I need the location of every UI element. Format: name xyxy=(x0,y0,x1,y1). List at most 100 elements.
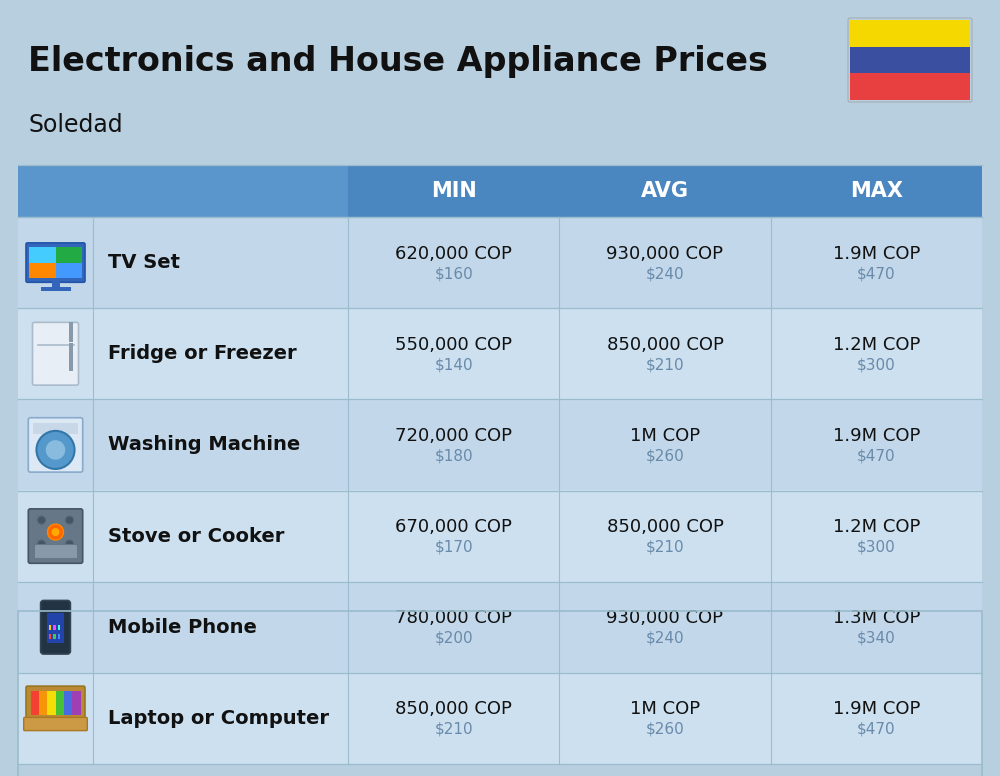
Bar xyxy=(40,287,70,291)
Bar xyxy=(58,634,60,639)
Bar xyxy=(18,490,982,582)
Text: 670,000 COP: 670,000 COP xyxy=(395,518,512,536)
Bar xyxy=(18,165,348,217)
Bar xyxy=(18,582,982,673)
Circle shape xyxy=(36,431,75,469)
Text: TV Set: TV Set xyxy=(108,253,180,272)
Circle shape xyxy=(38,516,46,524)
Text: 720,000 COP: 720,000 COP xyxy=(395,427,512,445)
Bar xyxy=(56,691,64,715)
Text: 930,000 COP: 930,000 COP xyxy=(606,244,724,262)
Text: 1.9M COP: 1.9M COP xyxy=(833,427,920,445)
Text: $140: $140 xyxy=(434,357,473,372)
Text: $300: $300 xyxy=(857,539,896,555)
Bar xyxy=(68,344,72,372)
Text: 1M COP: 1M COP xyxy=(630,427,700,445)
Text: 550,000 COP: 550,000 COP xyxy=(395,336,512,354)
Bar xyxy=(33,423,78,434)
Text: 1M COP: 1M COP xyxy=(630,701,700,719)
Text: $210: $210 xyxy=(434,722,473,737)
Text: $340: $340 xyxy=(857,631,896,646)
Text: 620,000 COP: 620,000 COP xyxy=(395,244,512,262)
Text: Fridge or Freezer: Fridge or Freezer xyxy=(108,345,297,363)
Bar xyxy=(18,217,982,308)
Bar xyxy=(348,165,559,217)
Bar xyxy=(34,544,77,558)
Circle shape xyxy=(66,540,74,548)
Text: $300: $300 xyxy=(857,357,896,372)
Text: 1.2M COP: 1.2M COP xyxy=(833,518,920,536)
Text: Washing Machine: Washing Machine xyxy=(108,435,300,455)
Text: AVG: AVG xyxy=(641,181,689,201)
Text: $210: $210 xyxy=(646,539,684,555)
Bar xyxy=(559,165,771,217)
Bar xyxy=(18,308,982,400)
Text: 850,000 COP: 850,000 COP xyxy=(395,701,512,719)
Text: 1.9M COP: 1.9M COP xyxy=(833,701,920,719)
Text: $260: $260 xyxy=(646,449,684,463)
Text: $240: $240 xyxy=(646,266,684,281)
Text: 850,000 COP: 850,000 COP xyxy=(607,336,723,354)
Bar xyxy=(850,20,970,47)
Bar xyxy=(52,281,60,289)
Text: $200: $200 xyxy=(434,631,473,646)
Text: MIN: MIN xyxy=(431,181,477,201)
Text: Soledad: Soledad xyxy=(28,113,123,137)
Text: $470: $470 xyxy=(857,722,896,737)
Text: $160: $160 xyxy=(434,266,473,281)
Bar xyxy=(49,625,51,630)
Text: MAX: MAX xyxy=(850,181,903,201)
Bar xyxy=(68,322,72,342)
Text: 1.2M COP: 1.2M COP xyxy=(833,336,920,354)
Text: $470: $470 xyxy=(857,449,896,463)
Bar xyxy=(850,47,970,74)
Bar xyxy=(850,74,970,100)
Text: $240: $240 xyxy=(646,631,684,646)
Text: $170: $170 xyxy=(434,539,473,555)
Bar xyxy=(58,625,60,630)
Circle shape xyxy=(48,524,64,540)
Bar xyxy=(18,400,982,490)
Text: $260: $260 xyxy=(646,722,684,737)
Text: $180: $180 xyxy=(434,449,473,463)
Bar xyxy=(0,0,1000,165)
Text: Electronics and House Appliance Prices: Electronics and House Appliance Prices xyxy=(28,46,768,78)
Bar xyxy=(29,262,56,278)
Bar xyxy=(53,625,56,630)
Bar xyxy=(30,691,39,715)
Text: 780,000 COP: 780,000 COP xyxy=(395,609,512,627)
FancyBboxPatch shape xyxy=(24,718,87,731)
Bar xyxy=(47,614,64,643)
FancyBboxPatch shape xyxy=(26,243,85,282)
FancyBboxPatch shape xyxy=(41,601,70,654)
Circle shape xyxy=(66,516,74,524)
Bar xyxy=(39,691,47,715)
FancyBboxPatch shape xyxy=(28,417,83,472)
FancyBboxPatch shape xyxy=(28,509,83,563)
Text: 930,000 COP: 930,000 COP xyxy=(606,609,724,627)
Bar xyxy=(53,634,56,639)
Bar xyxy=(64,691,72,715)
Text: $470: $470 xyxy=(857,266,896,281)
Text: Mobile Phone: Mobile Phone xyxy=(108,618,257,637)
Text: 1.3M COP: 1.3M COP xyxy=(833,609,920,627)
FancyBboxPatch shape xyxy=(26,686,85,720)
Circle shape xyxy=(45,439,66,460)
Bar xyxy=(49,634,51,639)
Text: Laptop or Computer: Laptop or Computer xyxy=(108,709,329,728)
Text: 1.9M COP: 1.9M COP xyxy=(833,244,920,262)
Bar xyxy=(56,248,82,262)
Circle shape xyxy=(52,528,60,536)
Text: 850,000 COP: 850,000 COP xyxy=(607,518,723,536)
Text: Stove or Cooker: Stove or Cooker xyxy=(108,527,284,546)
Bar xyxy=(18,611,982,776)
Bar xyxy=(18,673,982,764)
Bar xyxy=(29,248,56,262)
Bar xyxy=(47,691,56,715)
Bar xyxy=(771,165,982,217)
FancyBboxPatch shape xyxy=(32,322,78,385)
Circle shape xyxy=(38,540,46,548)
Bar xyxy=(72,691,80,715)
Text: $210: $210 xyxy=(646,357,684,372)
Bar xyxy=(56,262,82,278)
